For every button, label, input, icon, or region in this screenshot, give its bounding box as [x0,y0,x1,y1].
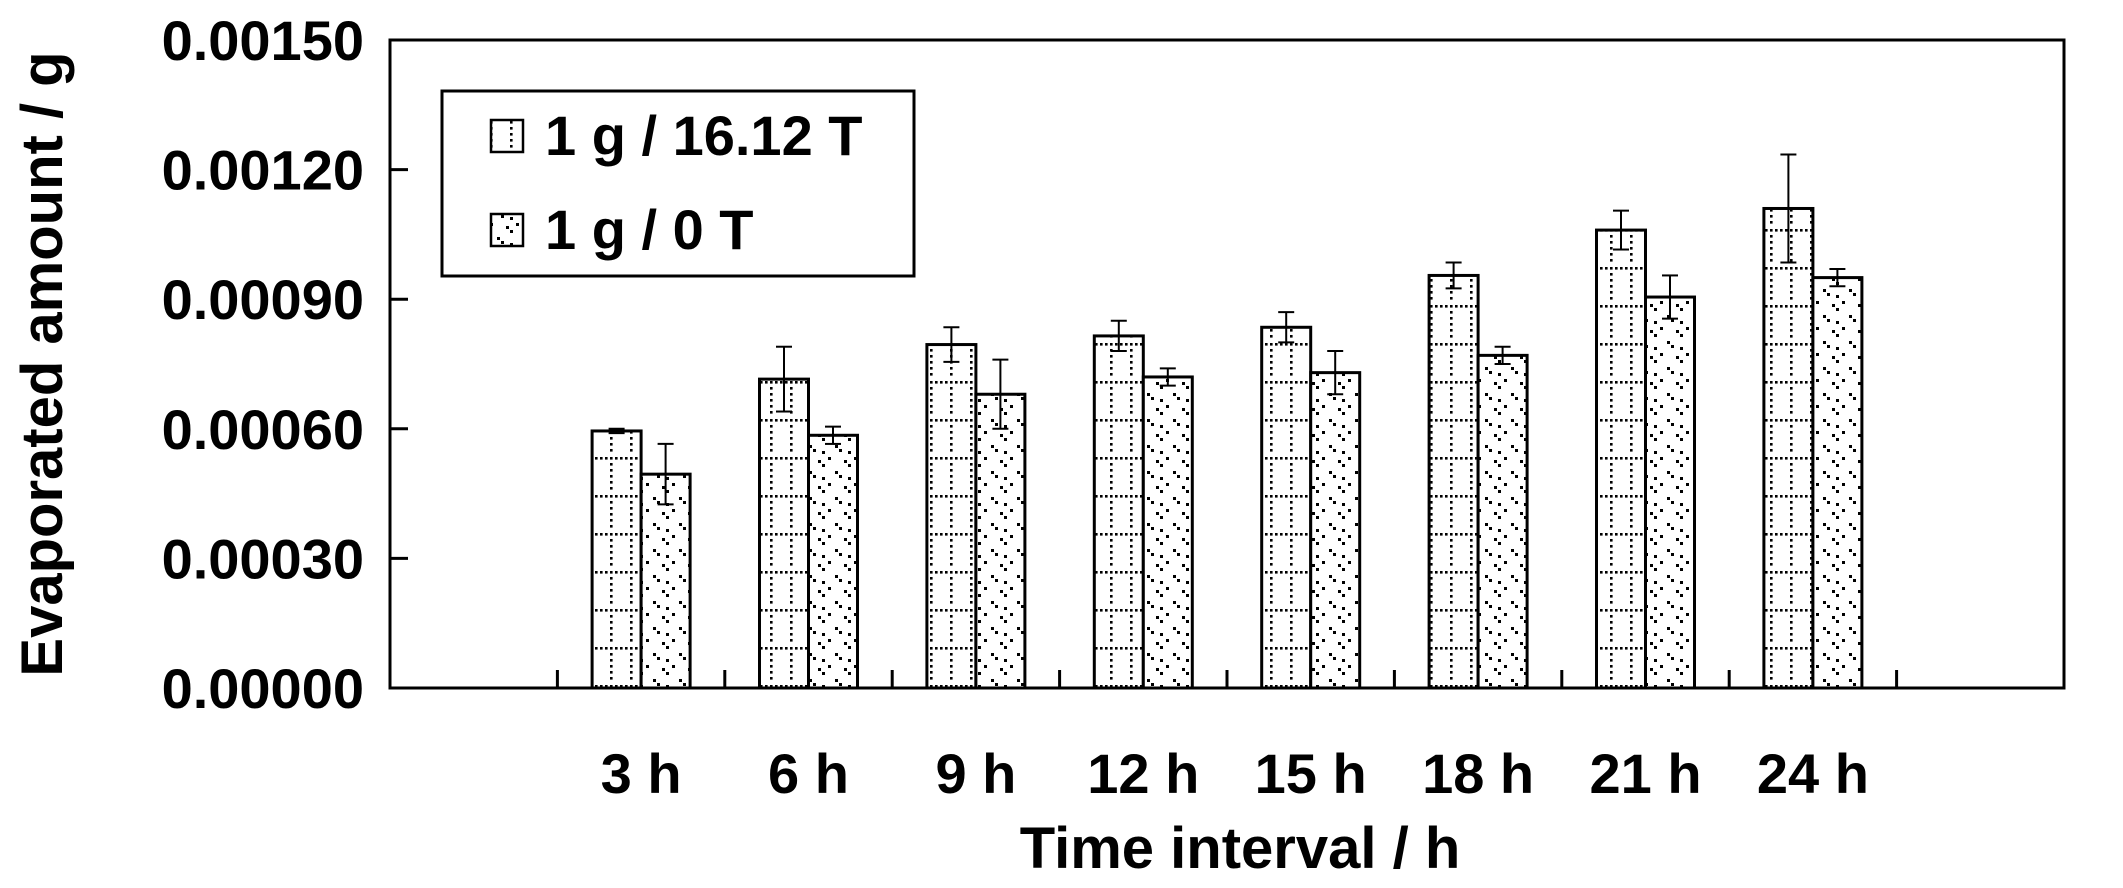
error-bars-group [608,153,1846,506]
x-tick-label: 9 h [935,742,1016,805]
y-tick-label: 0.00090 [162,268,364,331]
bar-series-2-3h [639,472,692,690]
bar-series-2-12h [1141,375,1194,690]
x-tick-label: 21 h [1589,742,1701,805]
x-tick-label: 6 h [768,742,849,805]
bar-series-1-18h [1427,273,1480,690]
y-axis: 0.00000 0.00030 0.00060 0.00090 0.00120 0.001… [162,9,408,720]
bar-series-1-24h [1762,206,1815,690]
bar-series-1-9h [925,343,978,690]
bar-series-2-21h [1644,295,1696,690]
bar-series-2-24h [1811,276,1864,690]
bar-series-2-6h [807,433,859,690]
bar-series-1-12h [1092,334,1145,690]
bar-series-1-21h [1595,228,1647,690]
y-axis-title: Evaporated amount / g [10,51,75,676]
x-tick-label: 12 h [1087,742,1199,805]
x-tick-label: 3 h [601,742,682,805]
bar-series-1-15h [1260,325,1313,690]
bar-series-2-18h [1476,353,1529,690]
x-tick-labels: 3 h 6 h 9 h 12 h 15 h 18 h 21 h 24 h [601,742,1869,805]
legend-label-series-2: 1 g / 0 T [545,198,754,261]
x-axis [555,670,1899,688]
legend: 1 g / 16.12 T 1 g / 0 T [440,89,916,278]
x-tick-label: 15 h [1255,742,1367,805]
bar-series-1-3h [590,429,643,690]
bar-series-1-6h [758,377,810,690]
legend-swatch-series-2 [489,212,525,248]
legend-swatch-series-1 [489,118,525,154]
y-tick-label: 0.00060 [162,398,364,461]
y-tick-label: 0.00030 [162,527,364,590]
y-tick-label: 0.00150 [162,9,364,72]
x-axis-title: Time interval / h [1020,816,1461,881]
bar-series-2-15h [1309,371,1362,690]
y-tick-label: 0.00000 [162,657,364,720]
y-tick-label: 0.00120 [162,139,364,202]
x-tick-label: 24 h [1757,742,1869,805]
legend-label-series-1: 1 g / 16.12 T [545,104,863,167]
bar-series-2-9h [974,392,1027,690]
x-tick-label: 18 h [1422,742,1534,805]
bars-group [590,206,1864,690]
